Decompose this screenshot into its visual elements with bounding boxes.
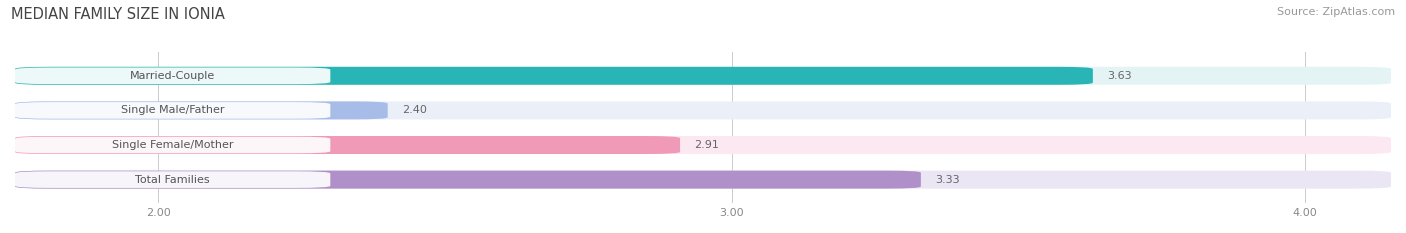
FancyBboxPatch shape bbox=[15, 68, 330, 84]
Text: 2.91: 2.91 bbox=[695, 140, 720, 150]
Text: 3.63: 3.63 bbox=[1107, 71, 1132, 81]
FancyBboxPatch shape bbox=[15, 136, 681, 154]
Text: Single Male/Father: Single Male/Father bbox=[121, 105, 225, 115]
Text: MEDIAN FAMILY SIZE IN IONIA: MEDIAN FAMILY SIZE IN IONIA bbox=[11, 7, 225, 22]
FancyBboxPatch shape bbox=[15, 171, 1391, 188]
FancyBboxPatch shape bbox=[15, 136, 1391, 154]
Text: 3.33: 3.33 bbox=[935, 175, 960, 185]
Text: Single Female/Mother: Single Female/Mother bbox=[112, 140, 233, 150]
FancyBboxPatch shape bbox=[15, 101, 388, 119]
Text: Total Families: Total Families bbox=[135, 175, 209, 185]
FancyBboxPatch shape bbox=[15, 102, 330, 119]
Text: 2.40: 2.40 bbox=[402, 105, 427, 115]
FancyBboxPatch shape bbox=[15, 67, 1391, 85]
Text: Married-Couple: Married-Couple bbox=[129, 71, 215, 81]
FancyBboxPatch shape bbox=[15, 171, 330, 188]
Text: Source: ZipAtlas.com: Source: ZipAtlas.com bbox=[1277, 7, 1395, 17]
FancyBboxPatch shape bbox=[15, 67, 1092, 85]
FancyBboxPatch shape bbox=[15, 101, 1391, 119]
FancyBboxPatch shape bbox=[15, 137, 330, 153]
FancyBboxPatch shape bbox=[15, 171, 921, 188]
